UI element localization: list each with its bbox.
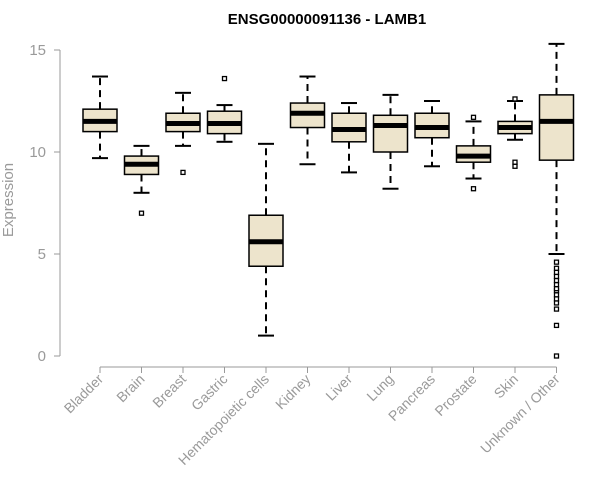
x-tick-label: Kidney bbox=[272, 371, 314, 413]
x-tick-label: Breast bbox=[149, 371, 189, 411]
y-axis-label: Expression bbox=[0, 163, 17, 237]
box-group bbox=[289, 75, 326, 166]
outlier-point bbox=[553, 277, 560, 284]
outlier-point bbox=[512, 159, 518, 165]
box-iqr bbox=[538, 94, 575, 161]
chart-title: ENSG00000091136 - LAMB1 bbox=[228, 11, 426, 28]
outlier-point bbox=[180, 169, 186, 176]
outlier-point bbox=[553, 353, 560, 359]
outlier-point bbox=[512, 163, 518, 169]
outlier-point bbox=[553, 300, 560, 306]
y-axis: 0 5 10 15 bbox=[29, 42, 61, 365]
box-group bbox=[82, 75, 118, 160]
outlier-point bbox=[221, 75, 228, 82]
outlier-point bbox=[553, 296, 560, 302]
outlier-point bbox=[553, 322, 560, 329]
box-group bbox=[538, 42, 575, 359]
box-group bbox=[455, 114, 492, 192]
outlier-point bbox=[138, 210, 145, 216]
x-tick-label: Lung bbox=[363, 371, 396, 404]
x-tick-label: Prostate bbox=[431, 371, 479, 419]
x-tick-label: Brain bbox=[113, 371, 147, 405]
x-tick-label: Skin bbox=[491, 371, 522, 402]
outlier-point bbox=[470, 186, 477, 192]
x-tick-label: Unknown / Other bbox=[477, 371, 563, 457]
y-tick-label: 5 bbox=[38, 246, 46, 263]
box-group bbox=[497, 96, 533, 169]
box-iqr bbox=[372, 114, 409, 153]
box-group bbox=[331, 102, 367, 174]
outlier-point bbox=[512, 96, 518, 102]
outlier-point bbox=[553, 265, 560, 271]
outlier-point bbox=[553, 306, 560, 312]
y-tick-label: 0 bbox=[38, 348, 46, 365]
box-group bbox=[165, 91, 201, 176]
box-group bbox=[206, 75, 243, 143]
boxes bbox=[82, 42, 575, 359]
box-group bbox=[248, 142, 284, 337]
outlier-point bbox=[553, 286, 560, 292]
y-tick-label: 10 bbox=[29, 144, 46, 161]
box-group bbox=[414, 100, 450, 168]
outlier-point bbox=[553, 259, 560, 265]
box-group bbox=[123, 144, 160, 216]
y-tick-label: 15 bbox=[29, 42, 46, 59]
outlier-point bbox=[470, 114, 477, 120]
outlier-point bbox=[553, 269, 560, 276]
box-group bbox=[372, 93, 409, 190]
x-tick-label: Bladder bbox=[61, 371, 107, 417]
outlier-point bbox=[553, 281, 560, 288]
outlier-point bbox=[553, 292, 560, 298]
outlier-point bbox=[553, 273, 560, 280]
x-tick-label: Liver bbox=[322, 371, 355, 404]
